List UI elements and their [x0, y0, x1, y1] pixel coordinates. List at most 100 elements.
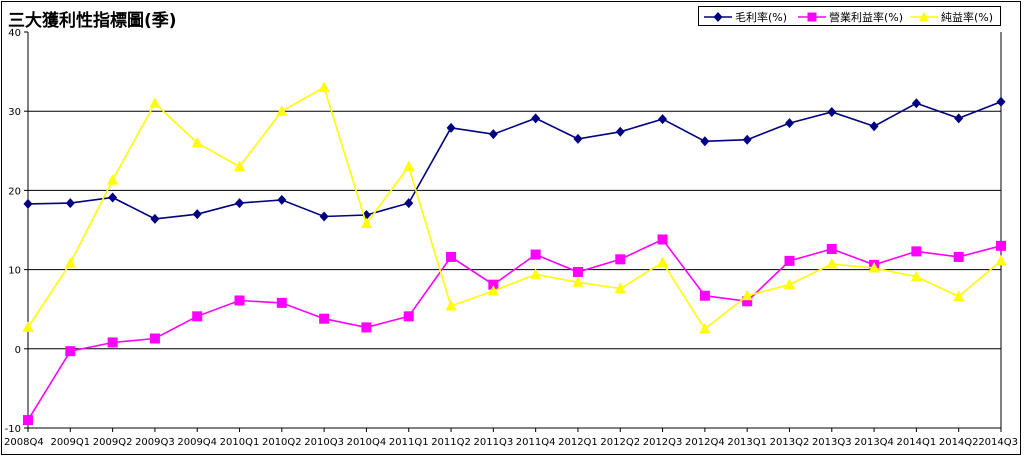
x-tick-label: 2010Q2 — [262, 437, 302, 448]
data-point-square — [23, 415, 33, 426]
x-tick-label: 2012Q4 — [685, 437, 725, 448]
data-point-diamond — [869, 121, 879, 132]
x-tick-label: 2013Q1 — [727, 437, 767, 448]
x-tick-label: 2013Q3 — [812, 437, 852, 448]
data-point-diamond — [108, 192, 118, 203]
x-tick-label: 2013Q2 — [770, 437, 810, 448]
data-point-diamond — [700, 136, 710, 147]
x-tick-label: 2012Q3 — [643, 437, 683, 448]
data-point-triangle — [953, 290, 965, 302]
data-point-triangle — [868, 262, 880, 273]
y-tick-label: 40 — [8, 28, 21, 39]
x-tick-label: 2009Q4 — [177, 437, 217, 448]
data-point-square — [826, 244, 837, 255]
data-point-triangle — [318, 81, 330, 92]
legend: 毛利率(%) 營業利益率(%) 純益率(%) — [698, 6, 1001, 26]
data-point-square — [319, 313, 330, 324]
data-point-square — [488, 279, 499, 290]
legend-label-gross-margin: 毛利率(%) — [735, 11, 788, 24]
data-point-square — [107, 337, 118, 348]
data-point-diamond — [192, 209, 202, 220]
chart-title: 三大獲利性指標圖(季) — [8, 11, 177, 31]
data-point-diamond — [404, 198, 414, 209]
y-tick-label: 0 — [15, 345, 21, 356]
legend-marker-gross-margin — [704, 12, 732, 22]
data-point-triangle — [445, 300, 457, 311]
x-tick-label: 2013Q4 — [854, 437, 894, 448]
data-point-diamond — [23, 198, 33, 209]
data-point-square — [572, 266, 583, 277]
data-point-square — [446, 251, 457, 262]
data-point-square — [530, 249, 541, 260]
x-tick-label: 2014Q2 — [939, 437, 979, 448]
data-point-diamond — [573, 133, 583, 144]
data-point-square — [65, 346, 76, 357]
data-point-diamond — [911, 98, 921, 109]
x-tick-label: 2012Q2 — [600, 437, 640, 448]
x-tick-label: 2012Q1 — [558, 437, 598, 448]
data-point-diamond — [235, 198, 245, 209]
data-point-square — [149, 333, 160, 344]
x-tick-label: 2009Q1 — [50, 437, 90, 448]
data-point-square — [615, 254, 626, 265]
data-point-triangle — [826, 258, 838, 269]
x-tick-label: 2010Q3 — [304, 437, 344, 448]
data-point-square — [234, 295, 245, 306]
data-point-triangle — [360, 217, 372, 229]
x-tick-label: 2011Q2 — [431, 437, 471, 448]
legend-marker-operating-margin — [798, 12, 826, 22]
legend-marker-net-margin — [910, 12, 938, 22]
data-point-triangle — [276, 105, 288, 116]
data-point-square — [742, 296, 753, 307]
x-tick-label: 2008Q4 — [4, 437, 44, 448]
data-point-triangle — [107, 174, 119, 185]
data-point-square — [276, 297, 287, 308]
data-point-diamond — [658, 114, 668, 125]
x-tick-label: 2009Q3 — [135, 437, 175, 448]
x-tick-label: 2011Q1 — [389, 437, 429, 448]
x-tick-label: 2014Q1 — [897, 437, 937, 448]
legend-item-net-margin: 純益率(%) — [909, 8, 993, 25]
legend-label-operating-margin: 營業利益率(%) — [829, 11, 904, 24]
data-point-square — [953, 251, 964, 262]
data-point-triangle — [995, 254, 1007, 266]
data-point-triangle — [149, 97, 161, 108]
legend-item-operating-margin: 營業利益率(%) — [797, 8, 903, 25]
data-point-diamond — [446, 122, 456, 133]
data-point-triangle — [191, 136, 203, 148]
x-tick-label: 2011Q3 — [474, 437, 514, 448]
series-line-1 — [27, 238, 1002, 421]
x-tick-label: 2014Q3 — [978, 437, 1018, 448]
data-point-triangle — [22, 321, 34, 332]
data-point-diamond — [150, 213, 160, 224]
data-point-square — [699, 290, 710, 301]
legend-label-net-margin: 純益率(%) — [941, 11, 994, 24]
x-tick-label: 2010Q4 — [347, 437, 387, 448]
y-tick-label: -10 — [5, 424, 21, 435]
data-point-diamond — [742, 134, 752, 145]
x-tick-label: 2010Q1 — [220, 437, 260, 448]
data-point-diamond — [277, 194, 287, 205]
data-point-square — [996, 240, 1006, 251]
data-point-triangle — [403, 160, 415, 172]
y-tick-label: 30 — [8, 107, 21, 118]
data-point-triangle — [741, 289, 753, 301]
y-tick-label: 20 — [8, 186, 21, 197]
data-point-diamond — [784, 118, 794, 129]
data-point-triangle — [614, 282, 626, 294]
data-point-triangle — [657, 256, 669, 267]
data-point-square — [911, 246, 922, 257]
data-point-diamond — [954, 113, 964, 124]
series-line-2 — [27, 86, 1002, 331]
data-point-diamond — [531, 113, 541, 124]
data-point-square — [784, 255, 795, 266]
series-line-0 — [27, 100, 1002, 220]
data-point-square — [192, 311, 203, 322]
data-point-triangle — [572, 276, 584, 287]
data-point-diamond — [488, 129, 498, 140]
data-point-triangle — [530, 268, 542, 279]
legend-item-gross-margin: 毛利率(%) — [703, 8, 787, 25]
data-point-triangle — [487, 284, 499, 296]
